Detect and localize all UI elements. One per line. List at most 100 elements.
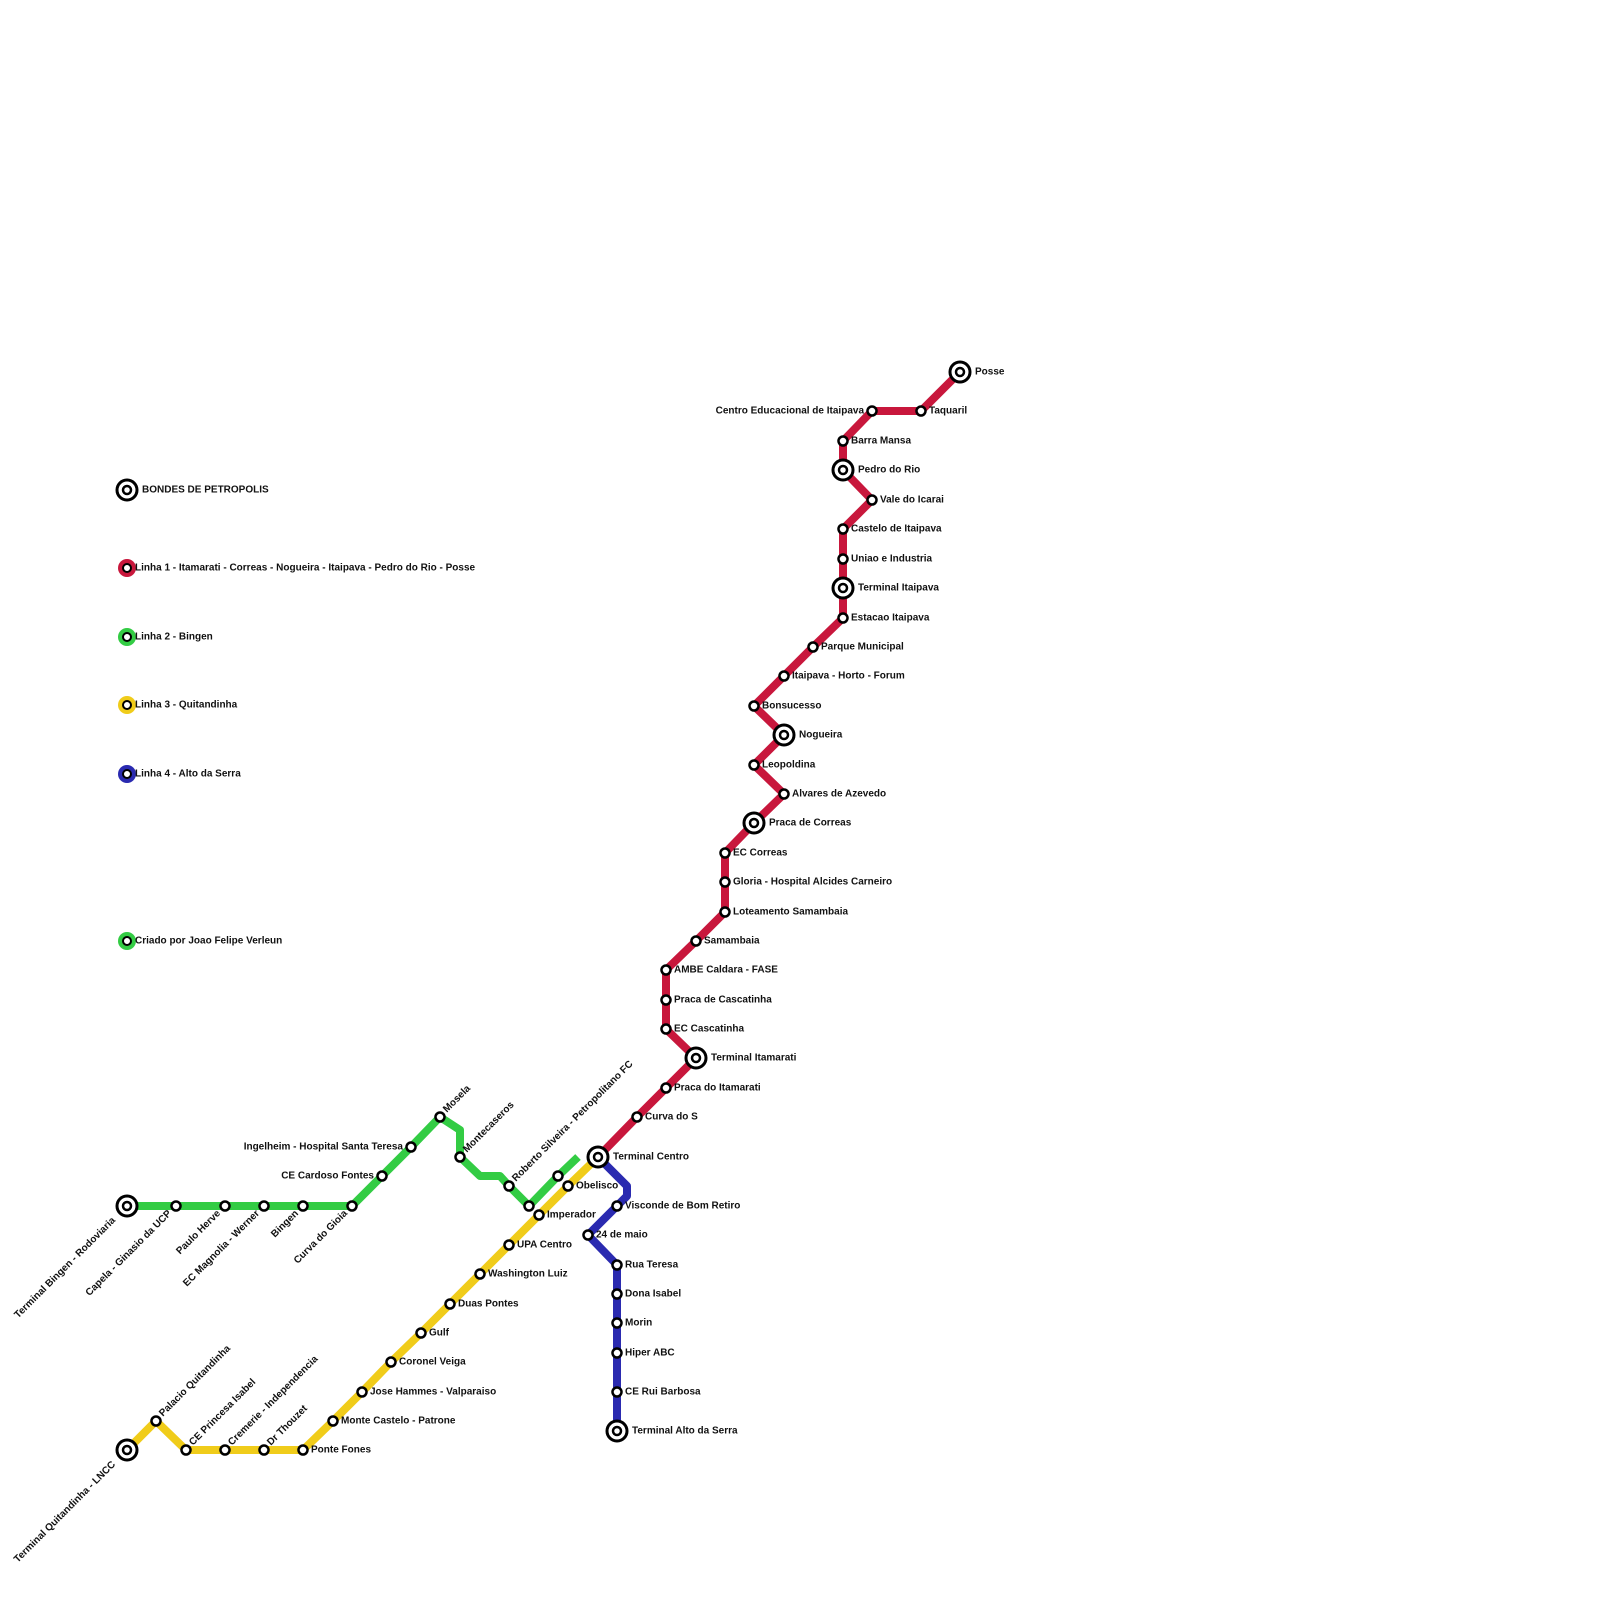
station <box>837 435 849 447</box>
station-label: EC Correas <box>733 848 788 859</box>
station-label: Jose Hammes - Valparaiso <box>370 1387 496 1398</box>
station <box>582 1229 594 1241</box>
routes <box>124 369 963 1454</box>
station-label: Centro Educacional de Itaipava <box>716 406 865 417</box>
station-label: Vale do Icarai <box>880 495 944 506</box>
station <box>258 1200 270 1212</box>
legend-marker <box>121 484 133 496</box>
station-label: EC Cascatinha <box>674 1024 744 1035</box>
station-label: Ingelheim - Hospital Santa Teresa <box>244 1142 404 1153</box>
station-label: 24 de maio <box>596 1230 648 1241</box>
station <box>258 1444 270 1456</box>
station-label: Praca do Itamarati <box>674 1083 761 1094</box>
station-label: Terminal Centro <box>613 1152 689 1163</box>
station <box>219 1444 231 1456</box>
interchange <box>837 464 849 476</box>
station <box>611 1317 623 1329</box>
interchange <box>611 1425 623 1437</box>
station-label: Castelo de Itaipava <box>851 524 942 535</box>
station-label: CE Cardoso Fontes <box>281 1171 374 1182</box>
station <box>719 847 731 859</box>
legend-label: BONDES DE PETROPOLIS <box>142 485 269 496</box>
interchange <box>592 1151 604 1163</box>
station-label: Barra Mansa <box>851 436 911 447</box>
station-label: EC Magnolia - Werner <box>181 1208 262 1289</box>
station-label: Samambaia <box>704 936 760 947</box>
route-line <box>124 1154 601 1454</box>
station <box>552 1170 564 1182</box>
station-label: Terminal Alto da Serra <box>632 1426 738 1437</box>
station <box>405 1141 417 1153</box>
station-label: Hiper ABC <box>625 1348 675 1359</box>
station-label: UPA Centro <box>517 1240 572 1251</box>
station <box>297 1444 309 1456</box>
station <box>611 1200 623 1212</box>
station-label: CE Rui Barbosa <box>625 1387 701 1398</box>
station <box>474 1268 486 1280</box>
station <box>611 1386 623 1398</box>
station-label: Obelisco <box>576 1181 618 1192</box>
station-label: Curva do Gioia <box>292 1208 350 1266</box>
station <box>807 641 819 653</box>
station <box>150 1415 162 1427</box>
station <box>376 1170 388 1182</box>
station <box>611 1347 623 1359</box>
station-label: Itaipava - Horto - Forum <box>792 671 905 682</box>
legend-label: Criado por Joao Felipe Verleun <box>135 936 282 947</box>
station <box>327 1415 339 1427</box>
station <box>660 994 672 1006</box>
route-line <box>127 1113 581 1210</box>
station-label: Ponte Fones <box>311 1445 371 1456</box>
route-line <box>595 369 963 1160</box>
station <box>219 1200 231 1212</box>
station-label: Rua Teresa <box>625 1260 679 1271</box>
station <box>503 1239 515 1251</box>
station <box>454 1151 466 1163</box>
station <box>778 670 790 682</box>
station-label: Washington Luiz <box>488 1269 568 1280</box>
station <box>346 1200 358 1212</box>
station <box>385 1356 397 1368</box>
station-label: Morin <box>625 1318 652 1329</box>
station-label: Monte Castelo - Patrone <box>341 1416 456 1427</box>
station-label: Gulf <box>429 1328 450 1339</box>
legend-label: Linha 2 - Bingen <box>135 632 213 643</box>
station-label: Bonsucesso <box>762 701 821 712</box>
station <box>660 1082 672 1094</box>
station <box>660 964 672 976</box>
station-label: AMBE Caldara - FASE <box>674 965 778 976</box>
station <box>415 1327 427 1339</box>
station-label: Dona Isabel <box>625 1289 681 1300</box>
station <box>611 1259 623 1271</box>
station <box>690 935 702 947</box>
station-label: Terminal Itamarati <box>711 1053 797 1064</box>
station-label: Estacao Itaipava <box>851 613 930 624</box>
legend-marker <box>122 700 132 710</box>
station <box>660 1023 672 1035</box>
station-label: Uniao e Industria <box>851 554 933 565</box>
interchange <box>121 1200 133 1212</box>
station <box>170 1200 182 1212</box>
station-label: Terminal Bingen - Rodoviaria <box>13 1215 119 1321</box>
station <box>837 553 849 565</box>
stops: BONDES DE PETROPOLIS Linha 1 - Itamarati … <box>12 360 1005 1565</box>
station <box>356 1386 368 1398</box>
station <box>562 1180 574 1192</box>
interchange <box>778 729 790 741</box>
station <box>837 612 849 624</box>
station <box>866 405 878 417</box>
station-label: Bingen <box>269 1208 301 1240</box>
station <box>719 876 731 888</box>
station-label: Terminal Quitandinha - LNCC <box>12 1459 118 1565</box>
station <box>434 1111 446 1123</box>
station <box>748 759 760 771</box>
station <box>748 700 760 712</box>
station-label: Praca de Correas <box>769 818 852 829</box>
interchange <box>121 1444 133 1456</box>
station <box>523 1200 535 1212</box>
station <box>297 1200 309 1212</box>
station <box>915 405 927 417</box>
station-label: Terminal Itaipava <box>858 583 939 594</box>
legend-label: Linha 1 - Itamarati - Correas - Nogueira… <box>135 563 476 574</box>
station-label: Capela - Ginasio da UCP <box>84 1208 175 1299</box>
